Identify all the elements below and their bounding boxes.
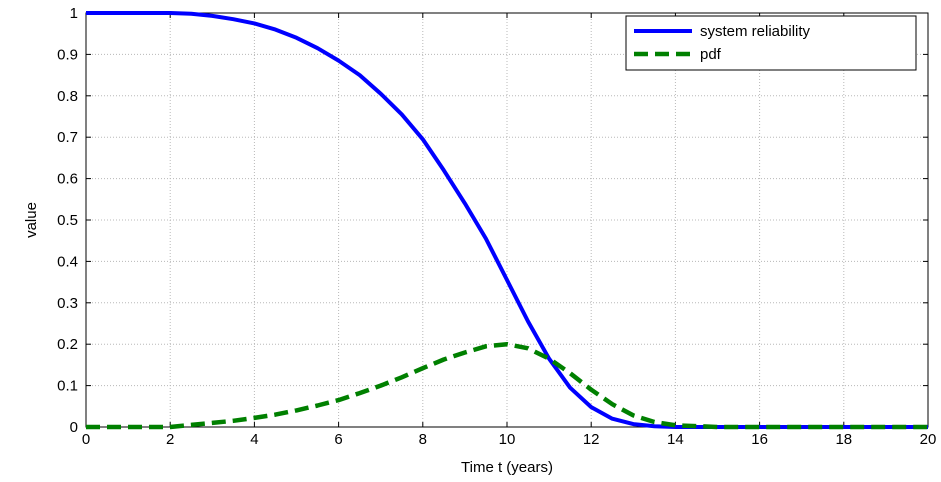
y-tick-label: 0.6 [57,171,78,188]
legend-box [625,15,917,71]
x-tick-label: 4 [250,431,258,448]
x-tick-label: 16 [751,431,768,448]
x-axis-title: Time t (years) [461,459,553,476]
x-tick-label: 14 [667,431,684,448]
y-axis-title: value [23,202,40,238]
legend-label-pdf: pdf [700,46,722,63]
y-tick-label: 0.5 [57,212,78,229]
y-tick-label: 0.1 [57,378,78,395]
data-series [86,11,928,430]
legend-label-system-reliability: system reliability [700,23,811,40]
x-tick-label: 8 [419,431,427,448]
y-tick-label: 0.9 [57,46,78,63]
legend: system reliability pdf [625,15,917,71]
y-tick-label: 1 [70,5,78,22]
x-tick-label: 0 [82,431,90,448]
grid [85,12,929,428]
x-tick-label: 12 [583,431,600,448]
y-tick-label: 0.2 [57,336,78,353]
series-line-pdf [86,341,928,430]
x-tick-label: 18 [835,431,852,448]
x-tick-label: 20 [920,431,937,448]
x-tick-label: 6 [334,431,342,448]
y-tick-label: 0 [70,419,78,436]
x-tick-label: 2 [166,431,174,448]
y-tick-label: 0.7 [57,129,78,146]
y-tick-label: 0.8 [57,88,78,105]
y-tick-label: 0.3 [57,295,78,312]
axis-ticks: 0 2 4 6 8 10 12 14 16 18 20 0 0.1 0.2 0.3 0.4 0.5 0.6 0.7 0… [57,5,936,448]
x-tick-label: 10 [499,431,516,448]
y-tick-label: 0.4 [57,253,78,270]
